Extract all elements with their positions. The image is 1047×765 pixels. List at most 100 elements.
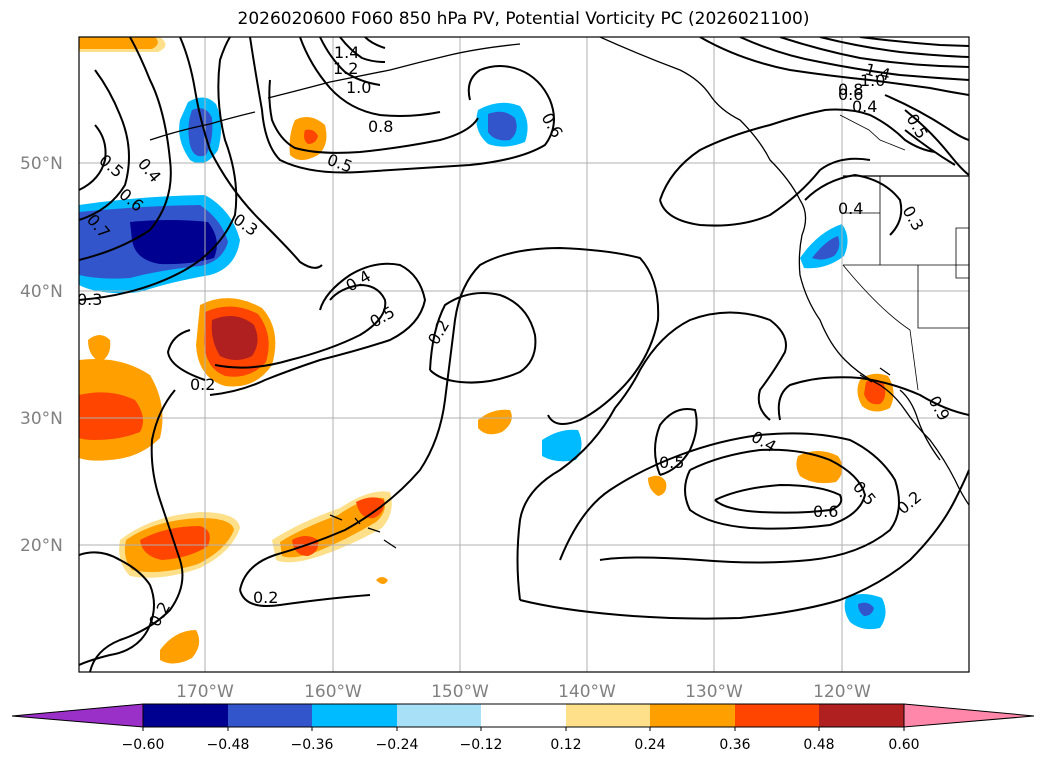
colorbar-tick-label: 0.48 (803, 737, 834, 753)
positive-anomaly-shade (796, 451, 843, 484)
map-frame (78, 36, 970, 673)
pv-contour (804, 173, 903, 236)
baja-coast (899, 389, 941, 461)
contour-label: 0.8 (838, 80, 863, 99)
positive-anomaly-shade (648, 475, 667, 496)
pv-contour (319, 37, 381, 86)
lon-label: 150°W (431, 682, 489, 702)
pv-contour (89, 389, 184, 672)
lat-label: 20°N (20, 536, 63, 556)
pv-contour (268, 79, 479, 154)
hawaii-islands (329, 514, 397, 549)
lon-label: 120°W (813, 682, 871, 702)
longitude-labels: 170°W 160°W 150°W 140°W 130°W 120°W (176, 682, 871, 702)
pv-contour (779, 37, 969, 68)
contour-label: 1.0 (346, 78, 371, 97)
colorbar-segment (735, 704, 819, 727)
colorbar-segment (312, 704, 397, 727)
negative-anomaly-shade (858, 602, 874, 616)
colorbar-segment (228, 704, 312, 727)
positive-anomaly-shade (304, 129, 318, 144)
colorbar-extend-high (903, 703, 1035, 728)
pv-contour (79, 69, 130, 221)
state-border (842, 264, 919, 391)
contour-label: 1.0 (860, 71, 885, 90)
lon-label: 160°W (304, 682, 362, 702)
pv-contour (859, 37, 969, 47)
colorbar-extend-low (11, 703, 144, 728)
pv-contour (214, 283, 387, 369)
contour-label: 0.5 (659, 453, 684, 472)
pv-contour (659, 108, 936, 201)
map-title: 2026020600 F060 850 hPa PV, Potential Vo… (237, 9, 810, 29)
negative-anomaly-shade (488, 111, 517, 141)
negative-anomaly-shade (812, 236, 840, 260)
colorbar-segment (819, 704, 904, 727)
pv-contour (904, 129, 956, 166)
pv-contour (179, 37, 323, 269)
pv-contour (777, 376, 969, 421)
lat-label: 40°N (20, 282, 63, 302)
pv-contour (659, 157, 871, 227)
colorbar-segment (481, 704, 566, 727)
contour-label: 0.4 (838, 199, 863, 218)
aleutian-islands (267, 43, 521, 99)
pv-contour (884, 94, 969, 141)
pv-contour (79, 551, 155, 666)
graticule (79, 37, 969, 672)
colorbar-segment (650, 704, 735, 727)
colorbar-tick-label: 0.12 (550, 737, 581, 753)
colorbar: −0.60 −0.48 −0.36 −0.24 −0.12 0.12 0.24 … (11, 703, 1035, 753)
colorbar-tick-label: 0.24 (634, 737, 665, 753)
state-border (955, 227, 969, 279)
colorbar-tick-label: −0.24 (376, 737, 419, 753)
pv-contour (559, 432, 900, 564)
pv-contour (79, 124, 107, 191)
pv-contour (654, 408, 698, 476)
pv-contour (239, 589, 371, 607)
colorbar-tick-label: −0.60 (122, 737, 165, 753)
lat-label: 30°N (20, 409, 63, 429)
contour-label: 0.4 (852, 97, 877, 116)
contour-label: 0.8 (368, 117, 393, 136)
pv-contour (699, 37, 969, 96)
state-border (917, 265, 969, 329)
pv-contour (79, 37, 238, 301)
positive-anomaly-shade (79, 37, 158, 49)
pv-contour (516, 311, 787, 601)
pv-contour (339, 37, 386, 63)
positive-anomaly-shade (211, 316, 258, 360)
positive-anomaly-shade (160, 630, 200, 664)
colorbar-segment (566, 704, 650, 727)
lat-label: 50°N (20, 154, 63, 174)
province-border (839, 114, 906, 151)
pv-contour (429, 292, 537, 384)
colorbar-segment (143, 704, 228, 727)
colorbar-segment (397, 704, 481, 727)
pv-contour (684, 448, 867, 530)
lon-label: 130°W (685, 682, 743, 702)
colorbar-tick-label: 0.36 (719, 737, 750, 753)
positive-anomaly-shade (88, 335, 111, 362)
contour-label: 0.2 (190, 375, 215, 394)
pv-contour (79, 37, 172, 261)
colorbar-tick-label: −0.12 (460, 737, 503, 753)
colorbar-tick-label: 0.60 (888, 737, 919, 753)
pv-contour (519, 469, 969, 620)
contour-label: 0.6 (813, 502, 838, 521)
colorbar-tick-label: −0.36 (291, 737, 334, 753)
positive-anomaly-shade (478, 409, 512, 435)
negative-anomaly-shade (130, 220, 217, 265)
pv-contour (249, 37, 555, 174)
positive-anomaly-shade (356, 497, 385, 519)
pv-contour (166, 262, 427, 396)
lon-label: 140°W (558, 682, 616, 702)
positive-anomaly-shade (376, 577, 388, 584)
negative-anomaly-shade (188, 108, 213, 157)
state-border (843, 212, 880, 266)
contour-label: 0.2 (253, 588, 278, 607)
contour-label: 1.4 (334, 43, 359, 62)
pv-contour (239, 246, 660, 591)
colorbar-frame (142, 703, 905, 728)
